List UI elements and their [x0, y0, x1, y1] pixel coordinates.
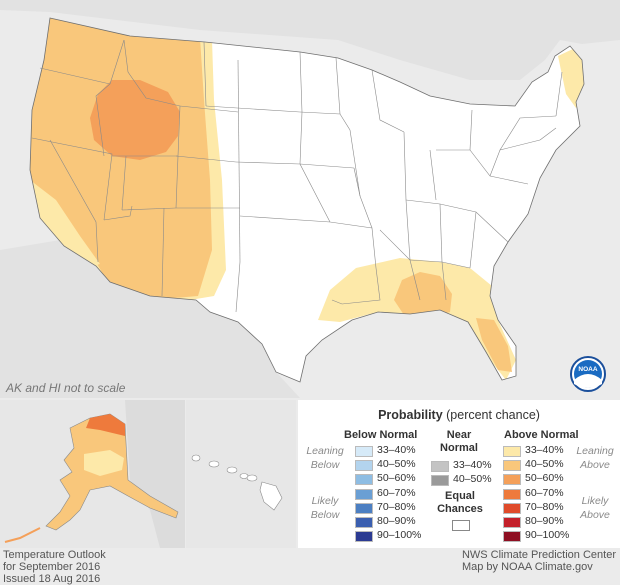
above-normal-label: 70–80% — [525, 500, 564, 513]
alaska-north-50-60 — [86, 414, 125, 436]
hawaii-inset — [186, 400, 296, 548]
below-normal-swatch — [355, 474, 373, 486]
below-normal-label: 40–50% — [377, 458, 416, 471]
new-england-33-40 — [558, 48, 584, 108]
below-normal-swatch — [355, 531, 373, 543]
northern-rockies-50-60 — [90, 80, 180, 160]
alaska-canada-land — [125, 400, 185, 548]
near-normal-heading: Near Normal — [440, 429, 478, 454]
below-normal-swatch — [355, 446, 373, 457]
near-normal-swatch — [431, 461, 449, 472]
noaa-logo: NOAA — [570, 356, 606, 392]
hawaii-islands — [191, 454, 283, 511]
above-normal-label: 40–50% — [525, 458, 564, 471]
above-normal-label: 90–100% — [525, 529, 570, 542]
above-normal-label: 50–60% — [525, 472, 564, 485]
above-normal-swatch — [503, 488, 521, 500]
below-normal-label: 90–100% — [377, 529, 422, 542]
near-normal-label: 40–50% — [453, 473, 492, 486]
credit-caption: NWS Climate Prediction Center Map by NOA… — [461, 549, 616, 573]
alaska-inset — [0, 400, 185, 548]
noaa-logo-text: NOAA — [578, 366, 597, 373]
below-normal-swatch — [355, 517, 373, 528]
below-normal-label: 80–90% — [377, 515, 416, 527]
above-normal-label: 60–70% — [525, 486, 564, 499]
legend-title: Probability (percent chance) — [378, 408, 540, 422]
southeast-region-40-50 — [394, 272, 512, 372]
above-normal-swatch — [503, 474, 521, 486]
alaska-interior-33-40 — [84, 450, 124, 476]
equal-chances-heading: Equal Chances — [437, 490, 483, 515]
above-normal-swatch — [503, 531, 521, 543]
below-normal-label: 70–80% — [377, 500, 416, 513]
below-normal-swatch — [355, 488, 373, 500]
near-normal-label: 33–40% — [453, 459, 492, 471]
above-normal-swatch — [503, 502, 521, 514]
below-normal-label: 33–40% — [377, 444, 416, 456]
equal-chances-swatch — [452, 520, 470, 531]
near-normal-swatch — [431, 475, 449, 487]
likely-below-label: Likely Below — [310, 495, 340, 521]
leaning-above-label: Leaning Above — [576, 445, 614, 471]
map-note: AK and HI not to scale — [5, 381, 126, 395]
below-normal-label: 50–60% — [377, 472, 416, 485]
above-normal-label: 33–40% — [525, 444, 564, 456]
alaska-aleutians — [4, 527, 41, 543]
outlook-caption: Temperature Outlook for September 2016 I… — [3, 549, 106, 585]
us-outline — [29, 17, 585, 383]
southeast-region-33-40 — [318, 258, 516, 380]
canada-land — [0, 0, 620, 80]
likely-above-label: Likely Above — [580, 495, 610, 521]
us-map: AK and HI not to scale NOAA — [0, 0, 620, 398]
below-normal-swatch — [355, 460, 373, 472]
below-normal-label: 60–70% — [377, 486, 416, 499]
above-normal-label: 80–90% — [525, 515, 564, 527]
below-normal-heading: Below Normal — [344, 429, 418, 441]
state-borders — [31, 39, 563, 313]
mexico-land — [0, 240, 300, 398]
above-normal-swatch — [503, 517, 521, 528]
legend: Probability (percent chance) Below Norma… — [298, 400, 620, 548]
below-normal-swatch — [355, 502, 373, 514]
socal-region-33-40 — [30, 180, 100, 270]
above-normal-swatch — [503, 446, 521, 457]
leaning-below-label: Leaning Below — [306, 445, 344, 471]
above-normal-heading: Above Normal — [504, 429, 579, 441]
above-normal-swatch — [503, 460, 521, 472]
